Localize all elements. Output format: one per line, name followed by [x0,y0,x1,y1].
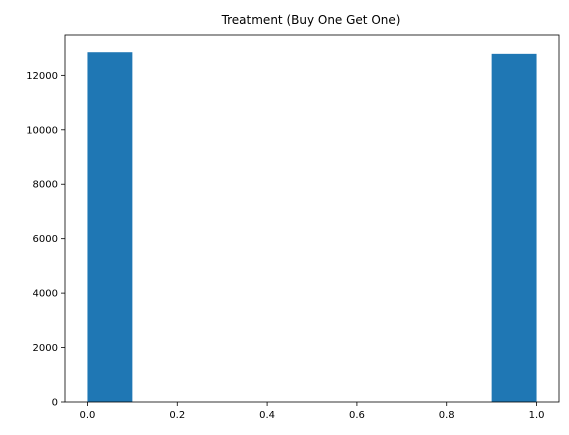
x-tick-label-1: 0.2 [169,410,185,421]
chart-title: Treatment (Buy One Get One) [221,13,401,27]
y-tick-label-3: 6000 [33,234,58,245]
axes-frame [64,34,560,403]
y-tick-label-6: 12000 [26,71,58,82]
x-axis: 0.0 0.2 0.4 0.6 0.8 1.0 [80,402,545,421]
plot-area [65,35,559,402]
y-tick-label-0: 0 [52,398,58,409]
histogram-bar-1 [491,53,537,402]
y-tick-label-2: 4000 [33,289,58,300]
y-tick-label-5: 10000 [26,125,58,136]
y-tick-label-1: 2000 [33,343,58,354]
x-tick-label-2: 0.4 [259,410,275,421]
x-tick-label-5: 1.0 [529,410,545,421]
y-axis: 0 2000 4000 6000 8000 10000 12000 [26,71,65,409]
x-tick-label-4: 0.8 [439,410,455,421]
x-tick-label-0: 0.0 [80,410,96,421]
y-tick-label-4: 8000 [33,180,58,191]
x-tick-label-3: 0.6 [349,410,365,421]
plot-background [65,35,559,402]
histogram-bar-0 [87,52,133,402]
bars-layer [87,52,537,402]
